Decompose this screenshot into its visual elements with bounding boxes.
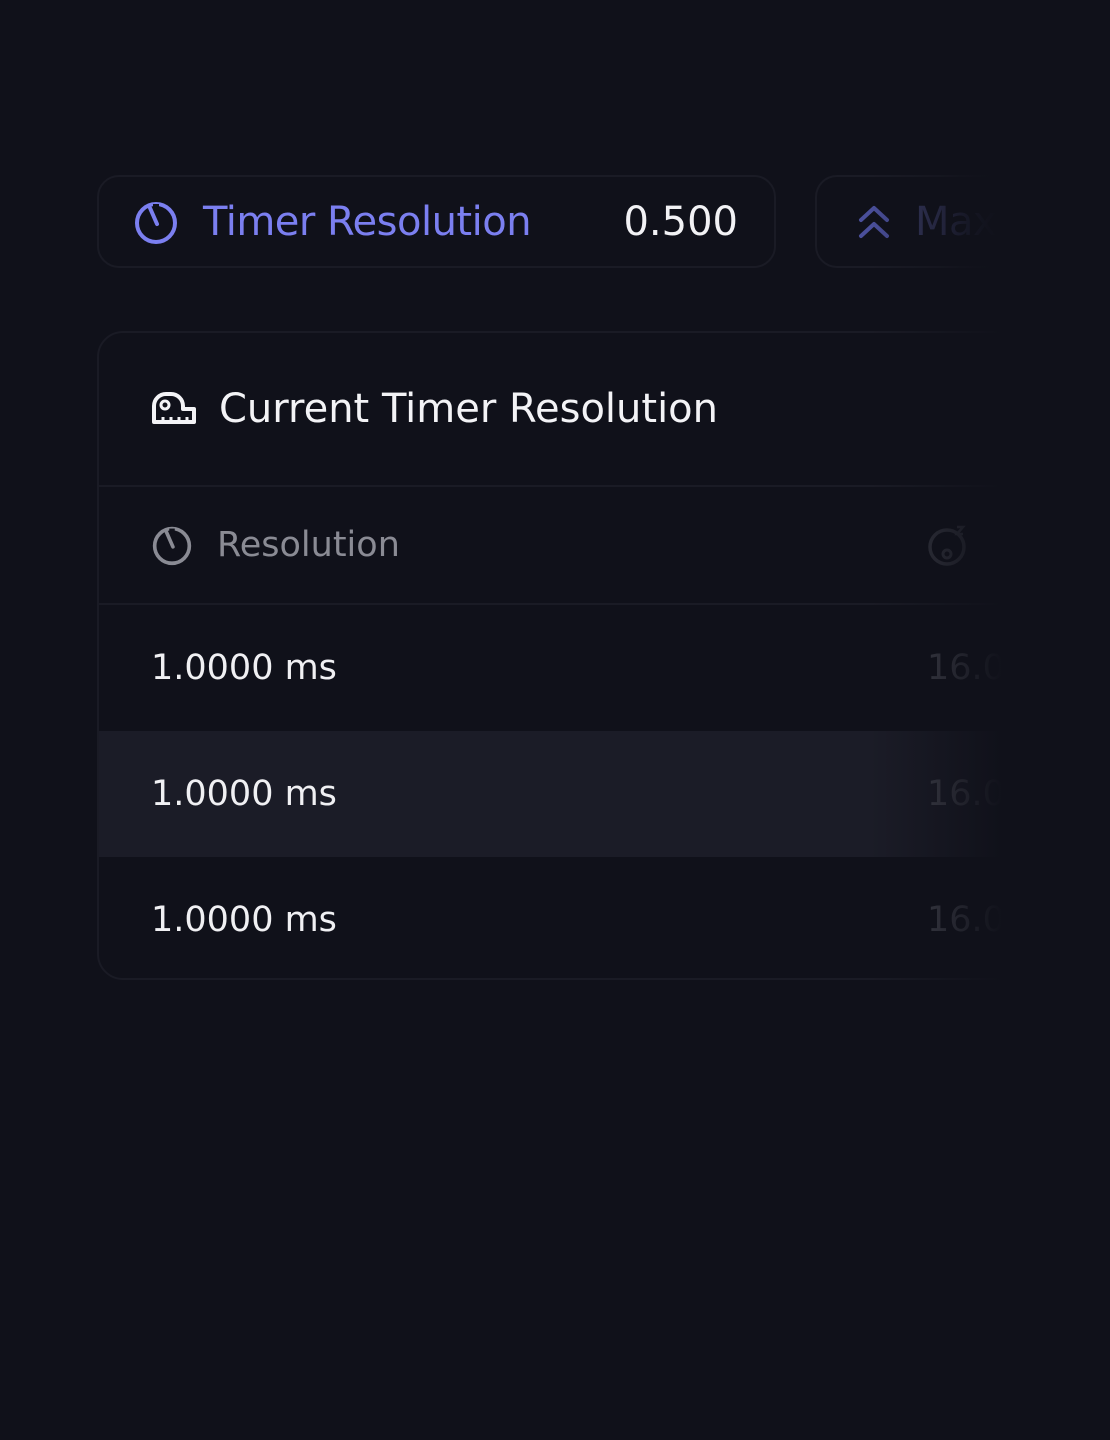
column-header-resolution[interactable]: Resolution	[217, 525, 400, 565]
resolution-cell: 1.0000 ms	[151, 900, 337, 940]
table-row[interactable]: 1.0000 ms 16.0	[99, 605, 1095, 731]
resolution-cell: 1.0000 ms	[151, 648, 337, 688]
current-timer-resolution-card: Current Timer Resolution Resolution 1.00…	[97, 331, 1097, 980]
card-title: Current Timer Resolution	[219, 386, 719, 432]
table-row[interactable]: 1.0000 ms 16.0	[99, 731, 1095, 857]
viewport-edge	[1005, 0, 1110, 1440]
stopwatch-icon	[152, 526, 192, 566]
second-cell: 16.0	[927, 774, 1005, 814]
ruler-tape-icon	[152, 392, 196, 424]
sleep-face-icon	[928, 525, 966, 566]
table-row[interactable]: 1.0000 ms 16.0	[99, 857, 1095, 978]
timer-resolution-stat: Timer Resolution 0.500	[97, 175, 776, 268]
card-header: Current Timer Resolution	[99, 333, 1095, 487]
stopwatch-icon	[135, 201, 177, 244]
stat-label: Timer Resolution	[203, 198, 532, 245]
chevrons-up-icon	[859, 205, 889, 238]
resolution-cell: 1.0000 ms	[151, 774, 337, 814]
second-cell: 16.0	[927, 900, 1005, 940]
second-cell: 16.0	[927, 648, 1005, 688]
table-header: Resolution	[99, 487, 1095, 605]
stat-value: 0.500	[623, 198, 738, 245]
